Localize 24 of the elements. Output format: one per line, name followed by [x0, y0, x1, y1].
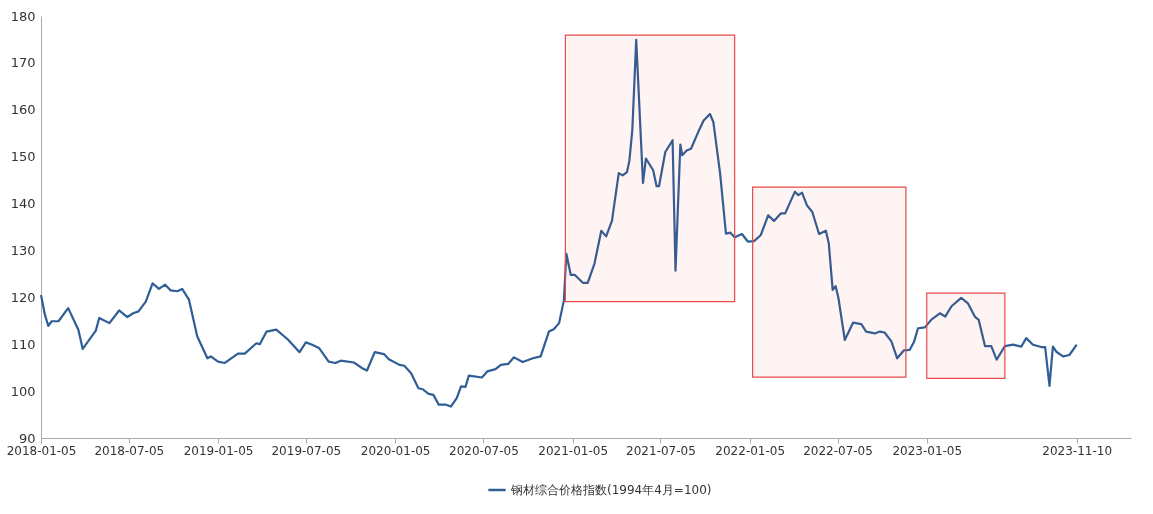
y-tick-label: 140 [10, 196, 36, 212]
y-tick-label: 160 [10, 102, 36, 118]
x-tick-label: 2018-01-05 [6, 443, 77, 458]
y-tick-label: 170 [10, 55, 36, 71]
x-tick-label: 2020-07-05 [449, 443, 519, 458]
y-tick-label: 150 [10, 149, 36, 165]
line-series [39, 38, 1078, 408]
y-tick-label: 100 [10, 383, 36, 399]
x-tick-label: 2018-07-05 [94, 443, 165, 458]
y-tick-label: 90 [18, 430, 36, 446]
x-tick-label: 2023-01-05 [892, 443, 963, 458]
x-tick-label: 2022-01-05 [715, 443, 786, 458]
legend-label: 钢材综合价格指数(1994年4月=100) [510, 483, 712, 497]
x-tick-label: 2022-07-05 [803, 443, 873, 458]
y-tick-label: 130 [10, 242, 36, 258]
y-tick-label: 120 [10, 289, 36, 305]
y-tick-label: 110 [10, 336, 36, 352]
x-tick-label: 2023-11-10 [1042, 443, 1113, 458]
y-tick-label: 180 [10, 8, 36, 24]
x-tick-label: 2021-07-05 [626, 443, 696, 458]
x-tick-label: 2021-01-05 [538, 443, 609, 458]
x-tick-label: 2019-01-05 [183, 443, 254, 458]
x-tick-label: 2020-01-05 [360, 443, 431, 458]
x-tick-label: 2019-07-05 [271, 443, 342, 458]
